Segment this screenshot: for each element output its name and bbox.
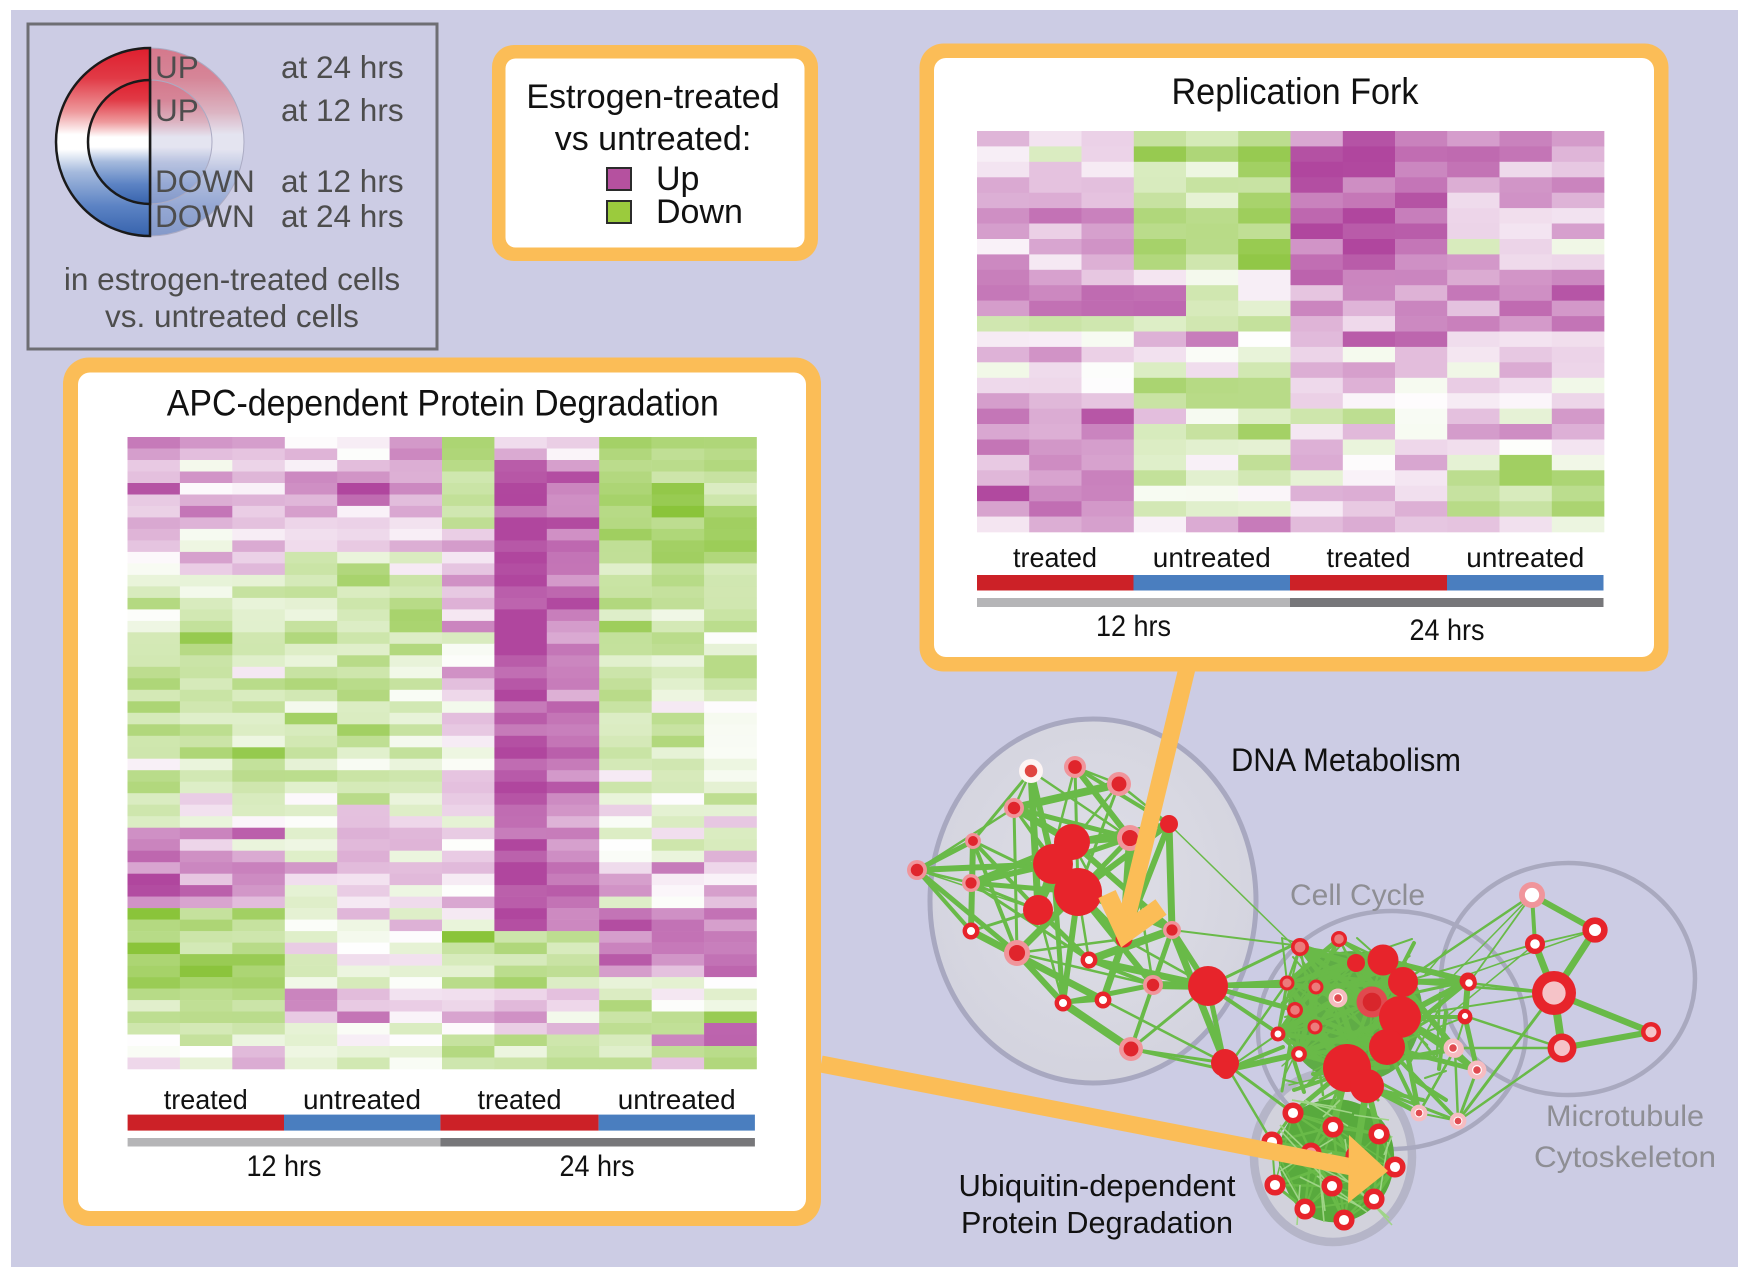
svg-text:Microtubule: Microtubule	[1546, 1100, 1704, 1133]
svg-text:treated: treated	[1013, 542, 1097, 573]
svg-text:24 hrs: 24 hrs	[1410, 614, 1485, 647]
svg-text:Cytoskeleton: Cytoskeleton	[1534, 1141, 1716, 1174]
svg-text:untreated: untreated	[1466, 542, 1584, 573]
svg-text:untreated: untreated	[618, 1084, 736, 1115]
svg-text:Down: Down	[656, 193, 743, 231]
svg-text:at 12 hrs: at 12 hrs	[281, 163, 404, 199]
svg-text:treated: treated	[1327, 542, 1411, 573]
svg-text:Up: Up	[656, 160, 699, 198]
svg-text:in estrogen-treated cells: in estrogen-treated cells	[64, 261, 400, 297]
svg-text:Estrogen-treated: Estrogen-treated	[526, 78, 779, 116]
svg-text:treated: treated	[478, 1084, 562, 1115]
svg-text:Cell Cycle: Cell Cycle	[1290, 879, 1425, 912]
svg-text:UP: UP	[155, 49, 199, 85]
svg-text:untreated: untreated	[303, 1084, 421, 1115]
svg-text:at 24 hrs: at 24 hrs	[281, 198, 404, 234]
svg-text:12 hrs: 12 hrs	[247, 1150, 322, 1183]
svg-text:Protein Degradation: Protein Degradation	[961, 1205, 1233, 1240]
svg-text:at 24 hrs: at 24 hrs	[281, 49, 404, 85]
svg-text:DNA Metabolism: DNA Metabolism	[1231, 742, 1461, 778]
svg-text:untreated: untreated	[1153, 542, 1271, 573]
svg-text:Replication Fork: Replication Fork	[1172, 71, 1419, 112]
svg-text:Ubiquitin-dependent: Ubiquitin-dependent	[959, 1168, 1236, 1203]
svg-text:DOWN: DOWN	[155, 198, 255, 234]
svg-text:12 hrs: 12 hrs	[1096, 610, 1171, 643]
svg-text:UP: UP	[155, 92, 199, 128]
svg-text:APC-dependent Protein Degradat: APC-dependent Protein Degradation	[167, 383, 719, 424]
svg-text:treated: treated	[164, 1084, 248, 1115]
svg-text:at 12 hrs: at 12 hrs	[281, 92, 404, 128]
svg-text:vs untreated:: vs untreated:	[555, 120, 752, 158]
svg-text:24 hrs: 24 hrs	[560, 1150, 635, 1183]
svg-text:DOWN: DOWN	[155, 163, 255, 199]
svg-text:vs. untreated cells: vs. untreated cells	[105, 298, 359, 334]
